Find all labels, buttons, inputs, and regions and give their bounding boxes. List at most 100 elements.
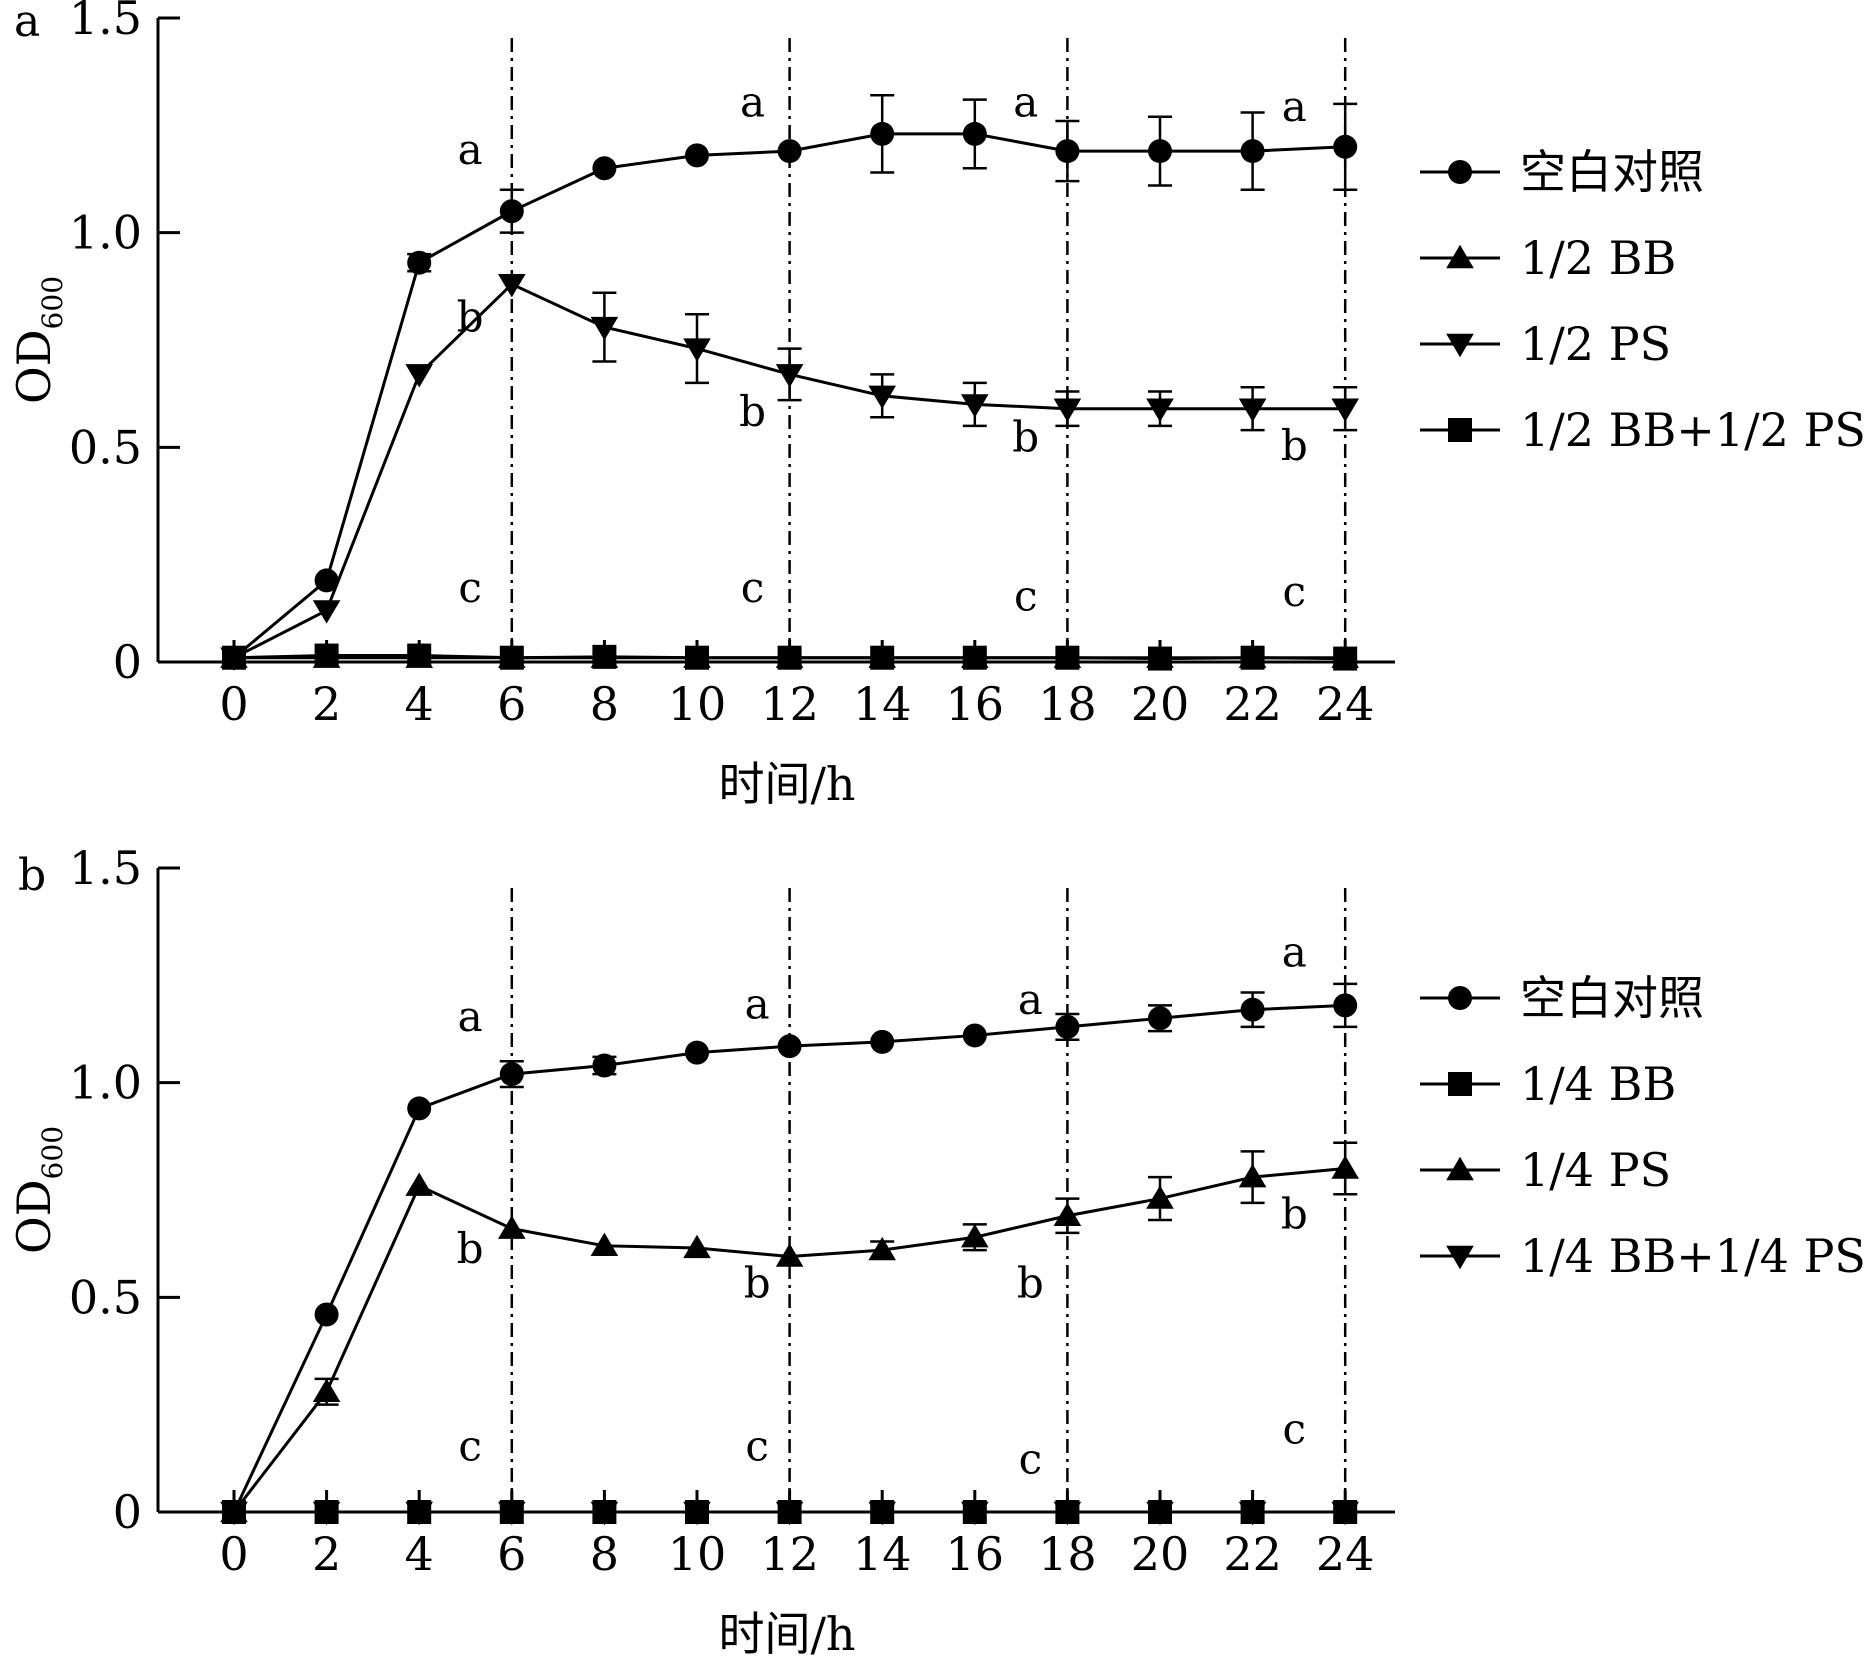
significance-letter: c <box>741 563 765 612</box>
x-tick-label: 10 <box>668 677 727 731</box>
series-3 <box>222 643 1358 671</box>
x-tick-label: 16 <box>946 677 1005 731</box>
y-tick-label: 0.5 <box>69 1270 142 1324</box>
data-point <box>683 1234 711 1259</box>
x-tick-label: 4 <box>405 1527 434 1581</box>
y-tick-label: 1.0 <box>69 1056 142 1110</box>
significance-letter: c <box>745 1421 769 1470</box>
data-point <box>590 1232 619 1257</box>
x-tick-label: 18 <box>1038 1527 1097 1581</box>
y-tick-label: 0 <box>113 1485 142 1539</box>
data-point <box>775 364 804 388</box>
data-point <box>1333 134 1358 159</box>
y-axis-title-main: OD <box>7 329 61 404</box>
data-point <box>405 1501 433 1526</box>
data-point <box>962 645 987 670</box>
data-point <box>498 273 526 298</box>
legend-label: 1/4 PS <box>1520 1143 1671 1197</box>
data-point <box>1055 645 1080 670</box>
significance-letter: a <box>1018 975 1043 1024</box>
data-point <box>962 121 987 146</box>
data-point <box>870 1029 895 1054</box>
data-point <box>870 645 895 670</box>
data-point <box>868 1501 896 1526</box>
significance-letter: a <box>458 125 483 174</box>
data-point <box>405 364 433 388</box>
significance-letter: a <box>1282 928 1307 977</box>
data-point <box>1053 398 1082 422</box>
y-axis-title-main: OD <box>7 1179 61 1254</box>
legend-label: 1/2 BB+1/2 PS <box>1520 403 1866 457</box>
x-tick-label: 4 <box>405 677 434 731</box>
legend-label: 空白对照 <box>1520 971 1704 1025</box>
x-tick-label: 8 <box>590 677 619 731</box>
x-tick-label: 8 <box>590 1527 619 1581</box>
significance-letter: c <box>458 1421 482 1470</box>
data-point <box>312 600 341 624</box>
significance-letter: a <box>745 979 770 1028</box>
x-tick-label: 22 <box>1223 677 1282 731</box>
data-point <box>222 645 246 670</box>
significance-letter: c <box>458 563 482 612</box>
legend-label: 空白对照 <box>1520 145 1704 199</box>
annotation-group: a b c a b c a b c a b c <box>457 928 1308 1484</box>
x-tick-label: 6 <box>497 677 526 731</box>
y-tick-label: 1.0 <box>69 206 142 260</box>
x-tick-label: 18 <box>1038 677 1097 731</box>
legend-marker <box>1448 986 1472 1010</box>
series-0 <box>222 982 1358 1524</box>
data-point <box>683 1501 711 1526</box>
data-point <box>592 156 617 181</box>
y-tick-label: 1.5 <box>69 841 142 895</box>
axes: 00.51.01.50 2 4 6 8 10 12 14 16 18 20 22 24 <box>69 0 1395 731</box>
x-tick-label: 2 <box>312 1527 341 1581</box>
significance-letter: b <box>457 292 484 341</box>
data-point <box>1240 997 1265 1022</box>
legend-label: 1/4 BB+1/4 PS <box>1520 1229 1866 1283</box>
x-tick-label: 12 <box>760 1527 819 1581</box>
data-point <box>312 1378 341 1402</box>
data-point <box>1240 139 1265 164</box>
significance-letter: b <box>1281 1190 1308 1239</box>
series-3 <box>220 1501 1359 1526</box>
x-axis-title: 时间/h <box>718 757 855 811</box>
data-point <box>1148 646 1172 671</box>
data-point <box>314 1302 339 1327</box>
panel-b: b 00.51.01.50 2 4 6 8 10 12 14 16 18 20 22 24 abcabc… <box>7 841 1866 1657</box>
data-point <box>1238 1501 1267 1526</box>
y-axis-title-subscript: 600 <box>36 276 69 329</box>
y-tick-label: 1.5 <box>69 0 142 45</box>
significance-letter: a <box>1282 82 1307 131</box>
data-point <box>775 1243 804 1267</box>
significance-letter: b <box>744 1258 771 1307</box>
data-point <box>1148 1006 1172 1031</box>
significance-letter: c <box>1014 571 1038 620</box>
data-point <box>498 1501 526 1526</box>
data-point <box>777 645 802 670</box>
significance-letter: a <box>1013 78 1038 127</box>
data-point <box>868 385 896 410</box>
legend-item: 1/4 PS <box>1420 1143 1671 1197</box>
data-point <box>590 1501 619 1526</box>
legend-item: 1/4 BB <box>1420 1057 1676 1111</box>
data-point <box>499 199 524 224</box>
x-tick-label: 6 <box>497 1527 526 1581</box>
legend-label: 1/2 BB <box>1520 231 1676 285</box>
data-point <box>499 645 524 670</box>
x-tick-label: 0 <box>219 1527 248 1581</box>
data-point <box>1146 1501 1174 1526</box>
legend-item: 1/4 BB+1/4 PS <box>1420 1229 1866 1283</box>
x-tick-label: 14 <box>853 677 912 731</box>
legend-item: 空白对照 <box>1420 971 1704 1025</box>
legend-marker <box>1448 418 1472 442</box>
data-point <box>407 1096 432 1121</box>
y-tick-label: 0.5 <box>69 420 142 474</box>
significance-letter: b <box>1281 421 1308 470</box>
data-point <box>1146 1185 1174 1209</box>
data-point <box>1331 1501 1359 1526</box>
data-point <box>870 121 895 146</box>
panel-a: a 00.51.01.50 2 4 6 8 10 12 14 16 18 20 22 24 abcabc… <box>7 0 1866 811</box>
x-tick-label: 0 <box>219 677 248 731</box>
legend-marker <box>1446 333 1474 358</box>
data-point <box>868 1236 896 1261</box>
